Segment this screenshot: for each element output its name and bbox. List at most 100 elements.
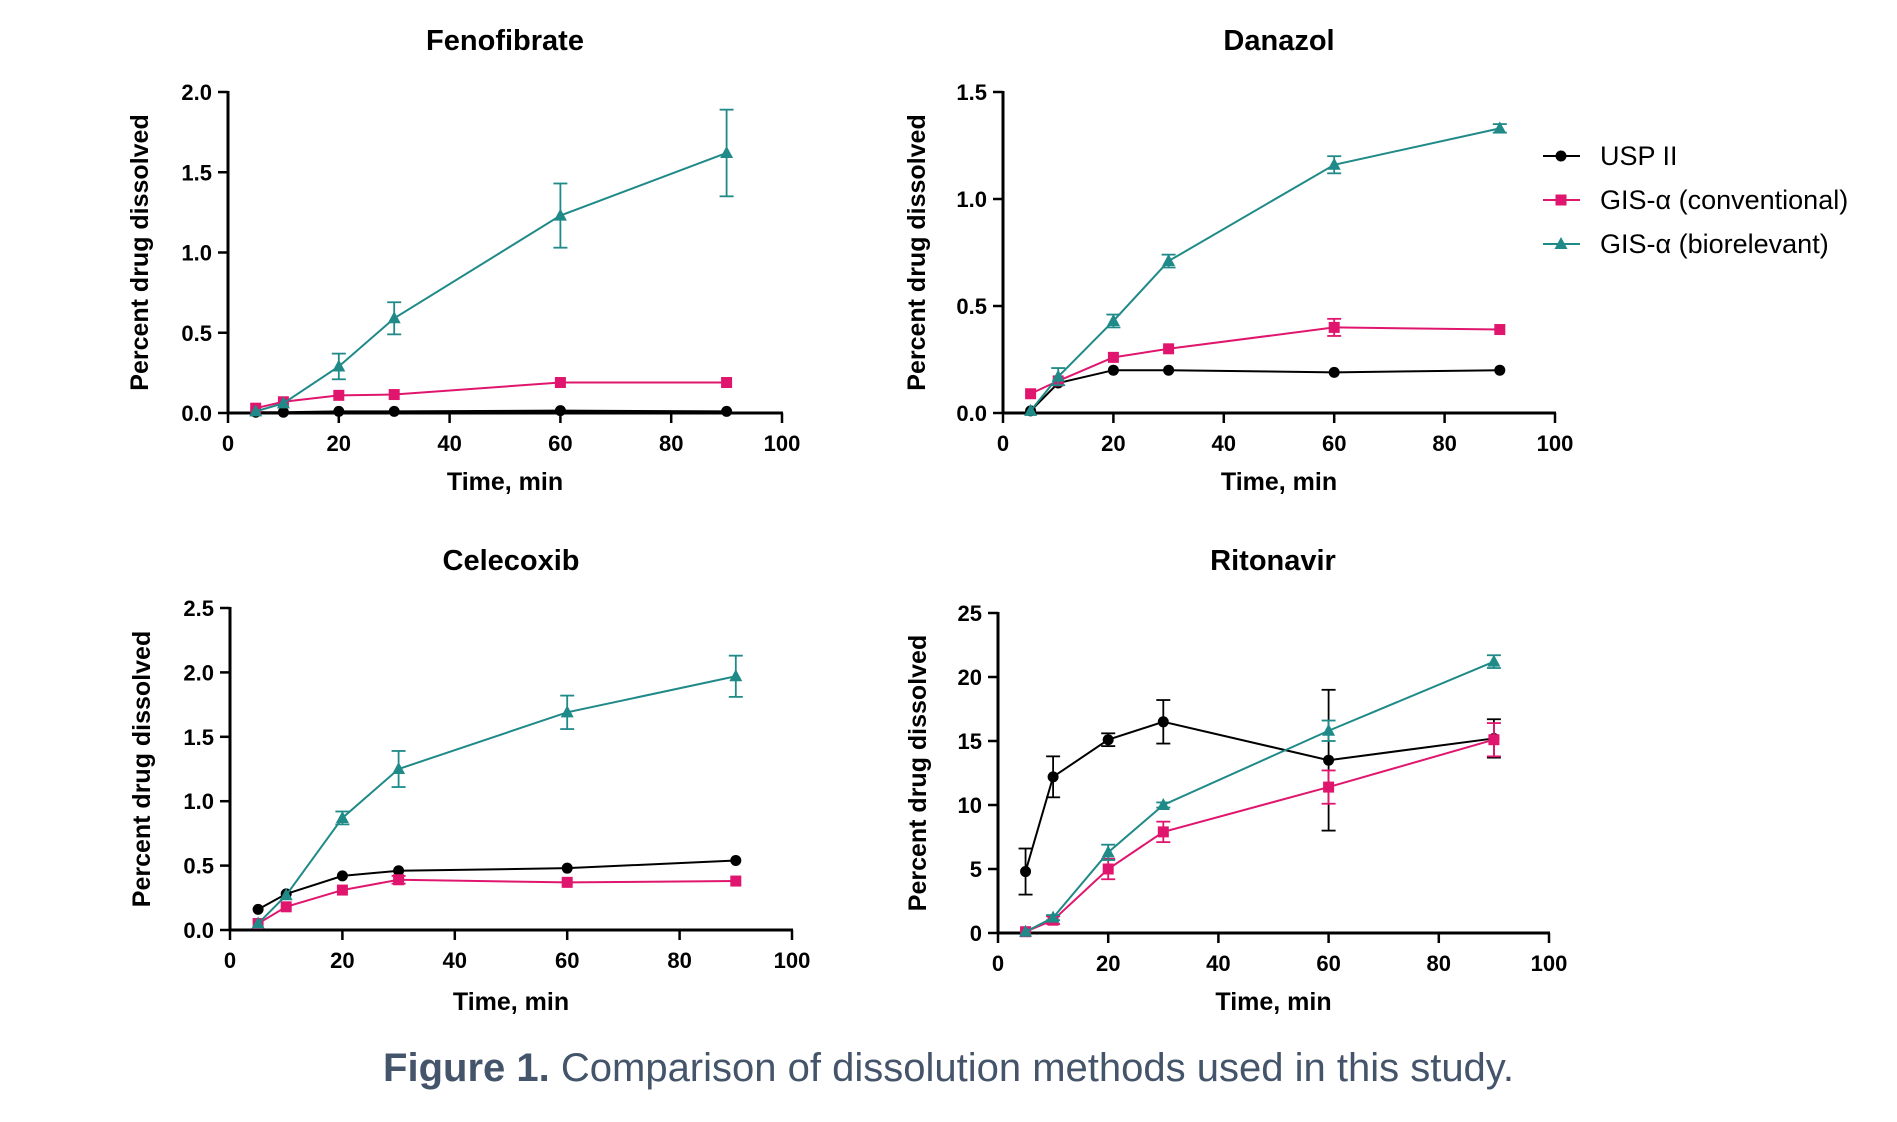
chart-title: Fenofibrate (426, 25, 584, 57)
x-tick-label: 80 (1432, 431, 1456, 456)
legend-marker (1555, 150, 1567, 162)
data-point (561, 862, 573, 874)
chart-panels: Fenofibrate 0 20 40 60 80 100 0.0 0.5 1.0 1.5 2.0 Ti… (126, 25, 1573, 1016)
data-point (721, 377, 733, 389)
y-tick-label: 0.5 (956, 294, 987, 319)
y-tick-label: 0.0 (956, 401, 987, 426)
y-tick-label: 5 (970, 857, 982, 882)
data-point (1494, 364, 1506, 376)
x-tick-label: 60 (555, 948, 579, 973)
data-point (1162, 254, 1176, 267)
data-point (1157, 826, 1169, 838)
y-tick-label: 1.0 (183, 789, 214, 814)
x-tick-label: 40 (443, 948, 467, 973)
data-point (1102, 734, 1114, 746)
y-tick-label: 1.0 (181, 241, 212, 266)
data-point (1322, 723, 1336, 736)
series-gis-conventional- (252, 874, 742, 930)
y-tick-label: 1.5 (956, 80, 987, 105)
series-gis-biorelevant- (249, 108, 734, 417)
x-axis-label: Time, min (1215, 988, 1331, 1016)
x-tick-label: 100 (774, 948, 811, 973)
x-tick-label: 0 (224, 948, 236, 973)
data-point (730, 854, 742, 866)
data-point (1487, 654, 1501, 667)
series-line (1024, 720, 1495, 872)
y-tick-label: 1.5 (181, 160, 212, 185)
data-point (249, 404, 263, 417)
series-gis-conventional- (1025, 317, 1506, 400)
x-tick-label: 40 (1212, 431, 1236, 456)
data-point (252, 903, 264, 915)
data-point (1046, 910, 1060, 923)
data-point (393, 874, 405, 886)
y-tick-label: 2.0 (181, 80, 212, 105)
chart-panel-danazol: Danazol 0 20 40 60 80 100 0.0 0.5 1.0 1.5 Time, min… (903, 25, 1573, 496)
legend-label: GIS-α (conventional) (1600, 185, 1848, 215)
x-tick-label: 80 (1427, 951, 1451, 976)
data-point (730, 875, 742, 887)
data-point (721, 405, 733, 417)
data-point (1101, 845, 1115, 858)
data-point (1493, 121, 1507, 134)
x-tick-label: 20 (327, 431, 351, 456)
data-point (554, 405, 566, 417)
data-point (1019, 924, 1033, 937)
data-point (387, 311, 401, 324)
data-point (1020, 866, 1032, 878)
figure-caption: Figure 1. Comparison of dissolution meth… (0, 1046, 1897, 1091)
data-point (393, 865, 405, 877)
x-tick-label: 40 (437, 431, 461, 456)
chart-panel-celecoxib: Celecoxib 0 20 40 60 80 100 0.0 0.5 1.0 1.5 2.0 2.5 T… (128, 545, 810, 1016)
data-point (279, 888, 293, 901)
data-point (729, 669, 743, 682)
data-point (1323, 754, 1335, 766)
x-tick-label: 60 (1316, 951, 1340, 976)
legend-item: GIS-α (biorelevant) (1543, 229, 1829, 259)
chart-panel-fenofibrate: Fenofibrate 0 20 40 60 80 100 0.0 0.5 1.0 1.5 2.0 Ti… (126, 25, 800, 496)
x-axis-label: Time, min (447, 468, 563, 496)
chart-title: Danazol (1223, 25, 1334, 57)
data-point (335, 810, 349, 823)
x-tick-label: 0 (222, 431, 234, 456)
y-tick-label: 0.5 (183, 854, 214, 879)
x-tick-label: 20 (1096, 951, 1120, 976)
y-tick-label: 2.5 (183, 596, 214, 621)
legend-marker (1555, 194, 1567, 206)
series-line (1030, 326, 1500, 395)
legend-item: USP II (1543, 141, 1678, 171)
data-point (276, 396, 290, 409)
data-point (1047, 771, 1059, 783)
data-point (1107, 364, 1119, 376)
series-line (1025, 660, 1495, 933)
y-tick-label: 2.0 (183, 660, 214, 685)
series-line (257, 878, 736, 925)
series-line (257, 675, 737, 925)
y-tick-label: 0.0 (181, 401, 212, 426)
data-point (1328, 366, 1340, 378)
series-gis-conventional- (1020, 722, 1501, 938)
data-point (1323, 781, 1335, 793)
x-axis-label: Time, min (453, 988, 569, 1016)
x-tick-label: 20 (330, 948, 354, 973)
x-tick-label: 80 (659, 431, 683, 456)
y-tick-label: 0.0 (183, 918, 214, 943)
legend-marker (1554, 237, 1568, 249)
data-point (280, 901, 292, 913)
series-usp-ii (252, 854, 742, 915)
legend-item: GIS-α (conventional) (1543, 185, 1848, 215)
x-tick-label: 80 (667, 948, 691, 973)
data-point (1024, 403, 1038, 416)
data-point (1156, 798, 1170, 810)
data-point (1328, 321, 1340, 333)
data-point (1494, 324, 1506, 336)
data-point (333, 389, 345, 401)
data-point (332, 359, 346, 372)
x-tick-label: 0 (992, 951, 1004, 976)
data-point (277, 406, 289, 418)
data-point (388, 405, 400, 417)
legend-label: USP II (1600, 141, 1678, 171)
data-point (392, 762, 406, 774)
series-line (255, 152, 727, 413)
